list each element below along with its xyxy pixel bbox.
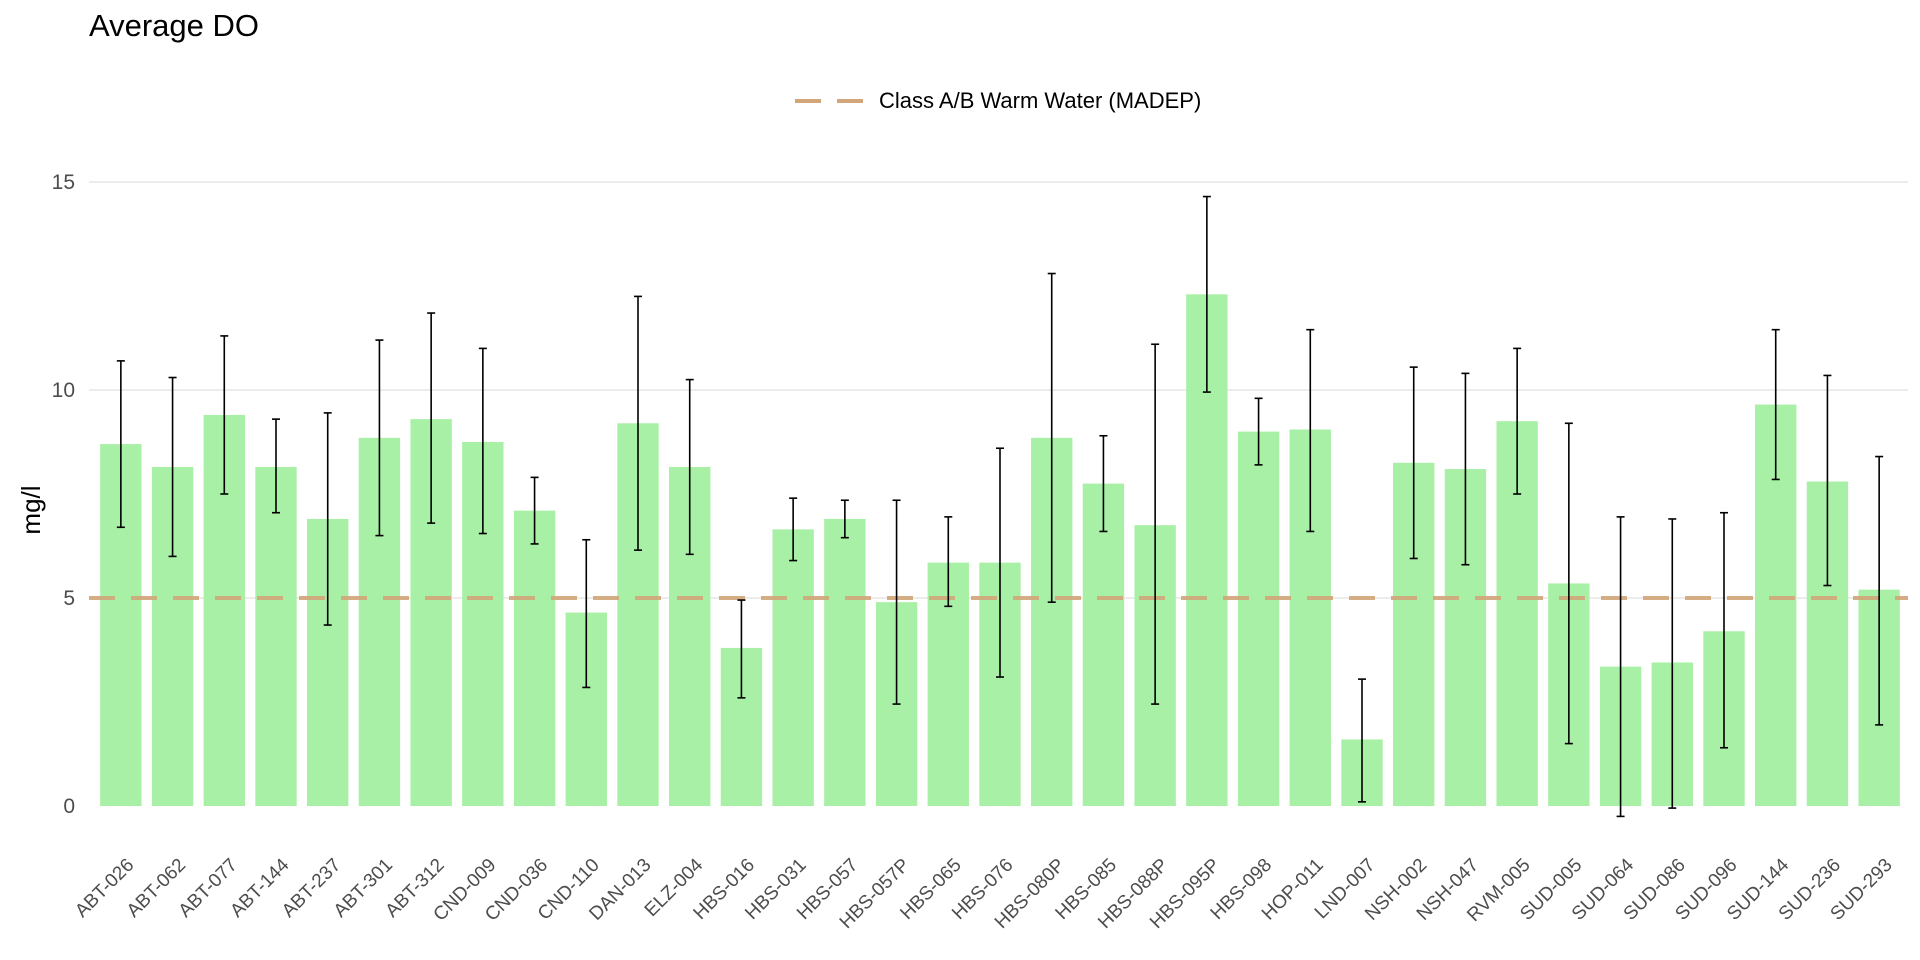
error-bar bbox=[323, 412, 332, 626]
error-bar bbox=[1461, 372, 1470, 566]
error-bar bbox=[1254, 397, 1263, 466]
error-bar bbox=[1306, 328, 1315, 533]
x-tick-labels: ABT-026ABT-062ABT-077ABT-144ABT-237ABT-3… bbox=[71, 854, 1896, 933]
bar bbox=[772, 529, 814, 806]
error-bar bbox=[375, 339, 384, 537]
y-tick-label: 5 bbox=[63, 587, 75, 610]
error-bar bbox=[789, 497, 798, 562]
chart-title: Average DO bbox=[89, 8, 260, 43]
bar bbox=[824, 518, 866, 806]
error-bar bbox=[116, 360, 125, 529]
error-bar bbox=[1668, 518, 1677, 809]
error-bar bbox=[168, 376, 177, 558]
error-bar bbox=[685, 378, 694, 556]
error-bar bbox=[1875, 455, 1884, 726]
bar bbox=[513, 510, 556, 806]
bar bbox=[1237, 431, 1280, 806]
error-bar bbox=[272, 418, 280, 514]
y-tick-label: 0 bbox=[63, 795, 75, 818]
error-bar bbox=[840, 499, 849, 539]
legend-key-dashed-line bbox=[795, 99, 865, 103]
bar bbox=[1082, 483, 1125, 806]
error-bar bbox=[996, 447, 1004, 678]
bar bbox=[255, 466, 297, 806]
error-bar bbox=[478, 347, 487, 535]
error-bar bbox=[582, 538, 591, 689]
error-bar bbox=[1823, 374, 1832, 587]
error-bar bbox=[1771, 328, 1780, 481]
error-bar bbox=[1358, 678, 1366, 803]
error-bar bbox=[530, 476, 539, 545]
error-bar bbox=[1099, 434, 1108, 533]
y-tick-label: 10 bbox=[52, 379, 75, 402]
y-tick-label: 15 bbox=[52, 171, 75, 194]
error-bar bbox=[737, 599, 746, 699]
error-bar bbox=[1720, 511, 1728, 749]
y-tick-labels: 0 5 10 15 bbox=[52, 171, 75, 818]
error-bar bbox=[1564, 422, 1573, 745]
legend-label: Class A/B Warm Water (MADEP) bbox=[879, 88, 1202, 113]
error-bar bbox=[634, 295, 642, 551]
y-axis-title: mg/l bbox=[16, 485, 46, 534]
error-bar bbox=[1047, 272, 1056, 603]
error-bar bbox=[944, 516, 953, 608]
error-bar bbox=[892, 499, 901, 705]
error-bar bbox=[1513, 347, 1522, 495]
error-bar bbox=[1202, 195, 1211, 393]
error-bar bbox=[1151, 343, 1160, 705]
error-bar bbox=[220, 335, 229, 495]
error-bar bbox=[427, 312, 436, 524]
error-bar bbox=[1616, 516, 1625, 818]
error-bar bbox=[1409, 366, 1418, 560]
legend: Class A/B Warm Water (MADEP) bbox=[795, 86, 1201, 116]
error-bars bbox=[116, 195, 1884, 818]
